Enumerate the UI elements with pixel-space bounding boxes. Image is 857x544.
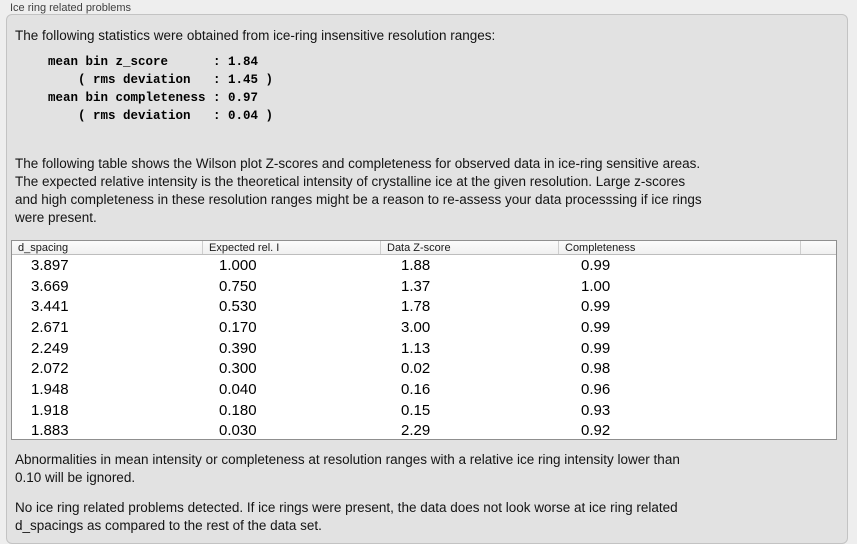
table-cell: 1.00 <box>581 277 611 295</box>
ignore-note-text: Abnormalities in mean intensity or compl… <box>15 452 680 485</box>
table-row[interactable]: 2.249 0.390 1.13 0.99 <box>12 338 836 359</box>
table-header-row: d_spacing Expected rel. I Data Z-score C… <box>12 241 836 255</box>
intro-text: The following statistics were obtained f… <box>15 28 496 43</box>
column-header-filler <box>801 241 836 254</box>
table-cell: 1.948 <box>31 380 69 398</box>
table-cell: 0.180 <box>219 401 257 419</box>
table-cell: 0.15 <box>401 401 431 419</box>
table-cell: 0.93 <box>581 401 611 419</box>
table-cell: 0.530 <box>219 298 257 316</box>
column-header-completeness[interactable]: Completeness <box>559 241 801 254</box>
panel-title: Ice ring related problems <box>10 2 132 14</box>
column-header-data-z-score[interactable]: Data Z-score <box>381 241 559 254</box>
table-cell: 2.072 <box>31 360 69 378</box>
table-row[interactable]: 1.883 0.030 2.29 0.92 <box>12 421 836 440</box>
table-cell: 0.96 <box>581 380 611 398</box>
table-cell: 0.99 <box>581 298 611 316</box>
table-cell: 1.883 <box>31 422 69 440</box>
description-text: The following table shows the Wilson plo… <box>15 156 702 225</box>
table-cell: 0.300 <box>219 360 257 378</box>
column-header-expected-rel-i[interactable]: Expected rel. I <box>203 241 381 254</box>
table-cell: 3.897 <box>31 256 69 274</box>
table-row[interactable]: 1.918 0.180 0.15 0.93 <box>12 400 836 421</box>
table-cell: 0.99 <box>581 318 611 336</box>
table-cell: 0.390 <box>219 339 257 357</box>
ice-ring-panel: The following statistics were obtained f… <box>6 14 848 544</box>
table-cell: 3.441 <box>31 298 69 316</box>
table-cell: 0.16 <box>401 380 431 398</box>
table-cell: 1.918 <box>31 401 69 419</box>
table-cell: 0.750 <box>219 277 257 295</box>
table-row[interactable]: 3.441 0.530 1.78 0.99 <box>12 296 836 317</box>
table-row[interactable]: 2.671 0.170 3.00 0.99 <box>12 317 836 338</box>
table-row[interactable]: 3.669 0.750 1.37 1.00 <box>12 276 836 297</box>
ice-ring-table[interactable]: d_spacing Expected rel. I Data Z-score C… <box>11 240 837 440</box>
table-cell: 0.040 <box>219 380 257 398</box>
table-cell: 1.13 <box>401 339 431 357</box>
table-cell: 2.29 <box>401 422 431 440</box>
table-cell: 0.99 <box>581 339 611 357</box>
table-cell: 0.99 <box>581 256 611 274</box>
table-cell: 0.170 <box>219 318 257 336</box>
table-cell: 1.88 <box>401 256 431 274</box>
table-cell: 2.671 <box>31 318 69 336</box>
column-header-d-spacing[interactable]: d_spacing <box>12 241 203 254</box>
table-cell: 2.249 <box>31 339 69 357</box>
table-cell: 0.98 <box>581 360 611 378</box>
ice-ring-table-body: 3.897 1.000 1.88 0.99 3.669 0.750 1.37 1.00 3.44… <box>12 255 836 440</box>
table-cell: 0.02 <box>401 360 431 378</box>
table-cell: 1.37 <box>401 277 431 295</box>
table-cell: 1.78 <box>401 298 431 316</box>
conclusion-text: No ice ring related problems detected. I… <box>15 500 678 533</box>
table-cell: 1.000 <box>219 256 257 274</box>
table-row[interactable]: 3.897 1.000 1.88 0.99 <box>12 255 836 276</box>
table-cell: 0.92 <box>581 422 611 440</box>
table-cell: 0.030 <box>219 422 257 440</box>
table-cell: 3.00 <box>401 318 431 336</box>
table-row[interactable]: 2.072 0.300 0.02 0.98 <box>12 358 836 379</box>
table-cell: 3.669 <box>31 277 69 295</box>
stats-block: mean bin z_score : 1.84 ( rms deviation … <box>48 55 274 123</box>
table-row[interactable]: 1.948 0.040 0.16 0.96 <box>12 379 836 400</box>
